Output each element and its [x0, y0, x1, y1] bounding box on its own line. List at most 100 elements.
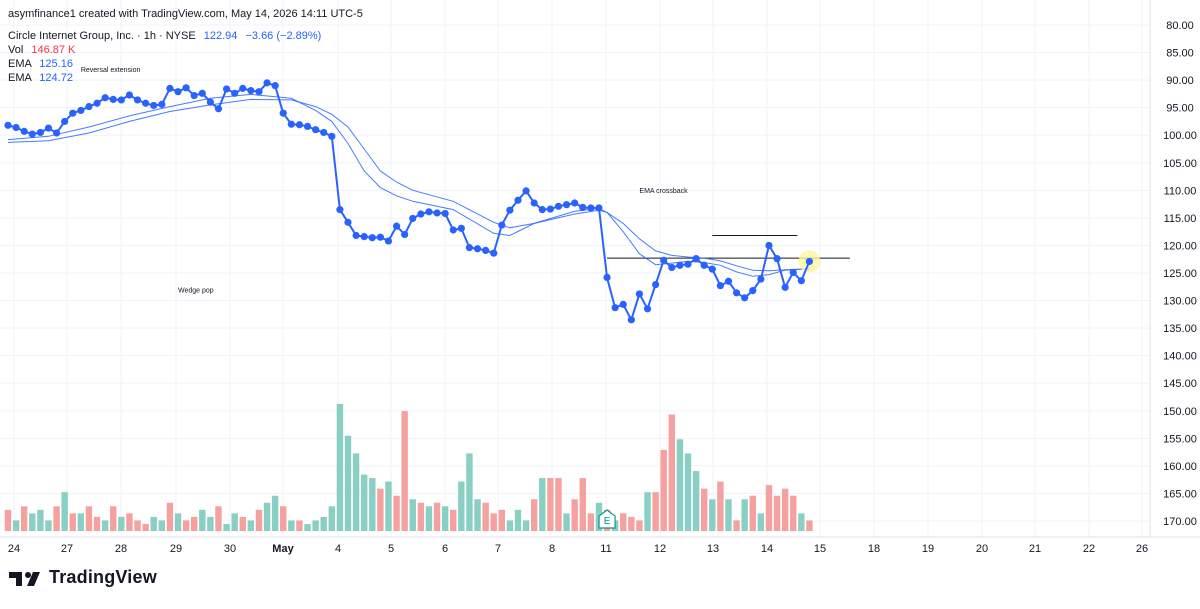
volume-bar[interactable]	[733, 520, 740, 531]
volume-bar[interactable]	[182, 520, 190, 531]
volume-bar[interactable]	[506, 520, 514, 531]
price-point[interactable]	[312, 126, 320, 134]
volume-bar[interactable]	[77, 513, 85, 531]
ema-line-2[interactable]	[7, 98, 810, 272]
volume-bar[interactable]	[142, 523, 149, 531]
volume-bar[interactable]	[749, 495, 756, 531]
volume-bar[interactable]	[433, 502, 441, 531]
price-point[interactable]	[732, 289, 741, 297]
volume-bar[interactable]	[417, 502, 425, 531]
price-line[interactable]	[7, 81, 811, 323]
price-point[interactable]	[344, 218, 352, 226]
price-point[interactable]	[174, 88, 182, 96]
volume-bar[interactable]	[660, 449, 667, 531]
price-point[interactable]	[239, 84, 247, 92]
volume-bar[interactable]	[547, 478, 554, 531]
volume-bar[interactable]	[644, 492, 651, 531]
volume-bar[interactable]	[725, 499, 732, 531]
volume-bar[interactable]	[563, 513, 570, 531]
price-point[interactable]	[85, 102, 93, 111]
ema2-legend[interactable]: EMA 124.72	[8, 72, 73, 84]
price-point[interactable]	[635, 290, 644, 298]
price-point[interactable]	[571, 199, 579, 207]
chart-annotation[interactable]: EMA crossback	[639, 188, 688, 195]
price-point[interactable]	[198, 89, 206, 97]
volume-bar[interactable]	[328, 506, 336, 531]
volume-bar[interactable]	[676, 439, 684, 531]
volume-bar[interactable]	[263, 502, 271, 531]
volume-bar[interactable]	[668, 414, 676, 531]
volume-bar[interactable]	[692, 471, 700, 531]
volume-bar[interactable]	[571, 499, 578, 531]
price-point[interactable]	[28, 130, 36, 138]
volume-bar[interactable]	[304, 523, 311, 531]
price-point[interactable]	[158, 100, 166, 108]
price-point[interactable]	[36, 128, 44, 137]
price-point[interactable]	[303, 122, 312, 130]
price-point[interactable]	[376, 233, 384, 241]
price-point[interactable]	[231, 89, 239, 97]
volume-bar[interactable]	[93, 516, 101, 531]
tradingview-watermark[interactable]: TradingView	[9, 567, 157, 588]
price-point[interactable]	[360, 233, 368, 241]
price-point[interactable]	[93, 99, 101, 107]
chart-annotation[interactable]: Wedge pop	[178, 287, 214, 294]
volume-bar[interactable]	[247, 520, 255, 531]
price-point[interactable]	[482, 246, 490, 254]
price-point[interactable]	[133, 96, 142, 104]
price-point[interactable]	[449, 226, 457, 234]
price-point[interactable]	[441, 209, 449, 218]
price-point[interactable]	[328, 132, 336, 140]
price-point[interactable]	[546, 205, 554, 213]
volume-bar[interactable]	[29, 513, 36, 531]
price-point[interactable]	[789, 268, 797, 277]
volume-bar[interactable]	[781, 488, 789, 531]
price-point[interactable]	[660, 256, 668, 264]
price-point[interactable]	[295, 121, 304, 129]
price-point[interactable]	[101, 94, 109, 102]
volume-bar[interactable]	[717, 481, 724, 531]
price-point[interactable]	[595, 204, 603, 212]
price-point[interactable]	[457, 224, 465, 232]
volume-bar[interactable]	[312, 520, 319, 531]
price-point[interactable]	[781, 283, 789, 291]
price-point[interactable]	[150, 101, 158, 110]
volume-bar[interactable]	[636, 520, 643, 531]
volume-bar[interactable]	[539, 478, 546, 531]
price-point[interactable]	[506, 206, 514, 214]
price-point[interactable]	[352, 231, 360, 240]
volume-bar[interactable]	[20, 506, 28, 531]
volume-bar[interactable]	[409, 499, 416, 531]
price-point[interactable]	[587, 204, 595, 212]
volume-bar[interactable]	[441, 506, 449, 531]
volume-bar[interactable]	[37, 509, 44, 531]
price-point[interactable]	[61, 117, 69, 126]
price-point[interactable]	[4, 121, 12, 129]
price-point[interactable]	[627, 316, 635, 324]
price-point[interactable]	[765, 241, 773, 250]
price-point[interactable]	[125, 91, 134, 99]
price-point[interactable]	[514, 196, 522, 204]
price-point[interactable]	[579, 203, 587, 212]
price-point[interactable]	[271, 82, 279, 90]
price-point[interactable]	[757, 275, 765, 283]
volume-bar[interactable]	[215, 506, 222, 531]
volume-bar[interactable]	[280, 506, 287, 531]
volume-bar[interactable]	[134, 520, 141, 531]
volume-bar[interactable]	[344, 435, 352, 531]
price-point[interactable]	[773, 255, 781, 263]
price-point[interactable]	[692, 255, 700, 263]
price-point[interactable]	[52, 129, 61, 137]
volume-bar[interactable]	[158, 520, 166, 531]
volume-bar[interactable]	[101, 520, 109, 531]
volume-bar[interactable]	[393, 495, 400, 531]
price-point[interactable]	[603, 273, 611, 281]
ema-line-1[interactable]	[7, 93, 810, 277]
volume-bar[interactable]	[700, 488, 708, 531]
price-point[interactable]	[263, 79, 271, 87]
price-point[interactable]	[473, 245, 482, 253]
price-point[interactable]	[222, 85, 231, 93]
price-point[interactable]	[708, 265, 716, 273]
price-point[interactable]	[255, 88, 263, 96]
volume-bar[interactable]	[118, 516, 125, 531]
